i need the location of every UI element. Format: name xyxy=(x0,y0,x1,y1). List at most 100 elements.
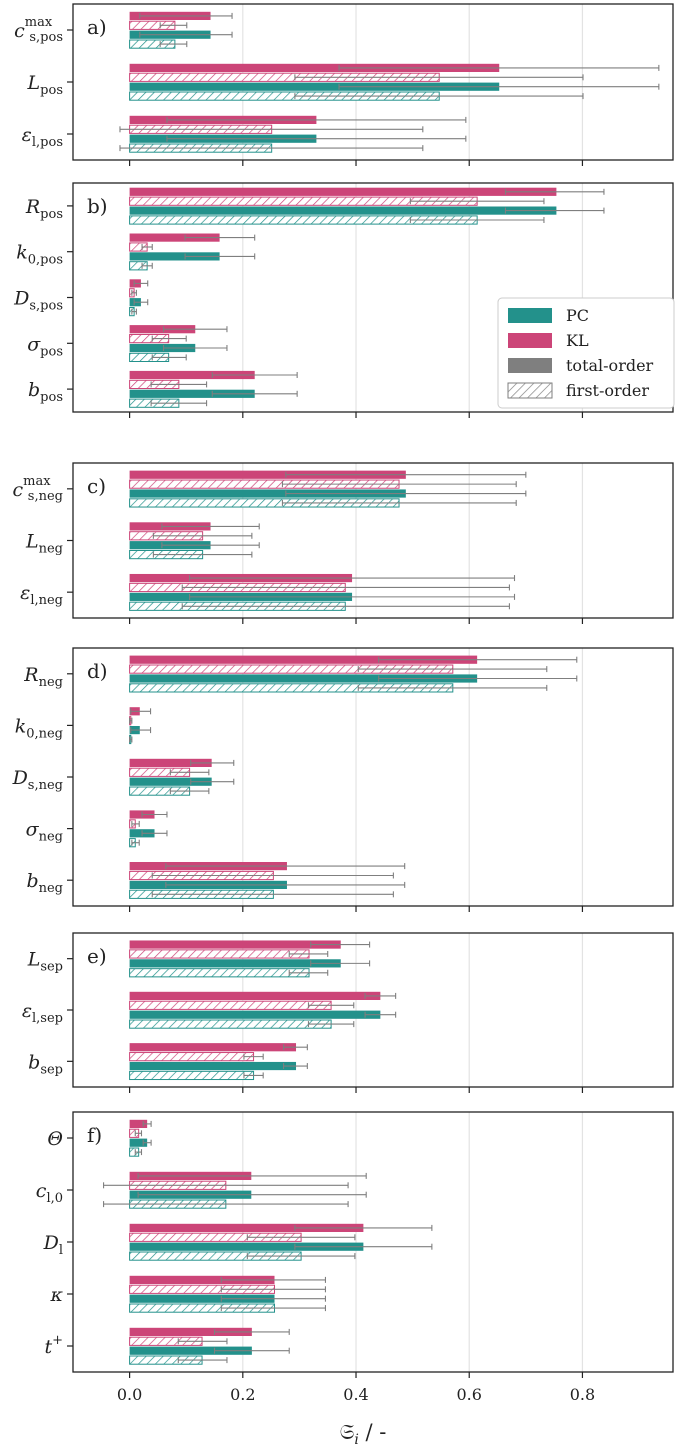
error-bar xyxy=(220,1286,327,1293)
pc-first-bar xyxy=(129,1070,255,1081)
error-bar xyxy=(103,1182,349,1189)
param-group: bsep xyxy=(28,1043,308,1081)
error-bar xyxy=(151,335,187,342)
x-tick-label: 0.0 xyxy=(117,1385,142,1404)
kl-total-bar xyxy=(129,1275,275,1284)
param-group: σneg xyxy=(26,810,168,848)
error-bar xyxy=(150,400,208,407)
param-label: cl,0 xyxy=(36,1180,63,1206)
error-bar xyxy=(131,820,140,827)
kl-total-bar xyxy=(129,1327,252,1336)
kl-total-bar xyxy=(129,655,478,664)
param-label: εl,neg xyxy=(20,582,63,608)
error-bar xyxy=(409,217,545,223)
param-group: Dl xyxy=(43,1223,433,1261)
error-bar xyxy=(163,345,228,351)
error-bar xyxy=(211,372,298,378)
pc-total-bar xyxy=(129,1346,252,1355)
error-bar xyxy=(338,64,660,71)
error-bar xyxy=(151,872,394,879)
pc-total-bar xyxy=(129,777,212,786)
legend-label-kl: KL xyxy=(566,331,589,350)
pc-first-bar xyxy=(129,1019,332,1029)
param-group: Ds,pos xyxy=(13,279,149,317)
error-bar xyxy=(129,736,133,743)
error-bar xyxy=(310,941,371,948)
error-bar xyxy=(211,390,298,397)
kl-total-bar xyxy=(129,187,557,196)
pc-total-bar xyxy=(129,489,406,498)
param-label: Lpos xyxy=(27,72,63,98)
kl-total-bar xyxy=(129,233,220,242)
x-tick-label: 0.6 xyxy=(456,1385,481,1404)
error-bar xyxy=(159,41,188,48)
kl-total-bar xyxy=(129,940,341,949)
error-bar xyxy=(288,969,329,976)
pc-total-bar xyxy=(129,1294,275,1303)
error-bar xyxy=(166,135,467,142)
param-label: σpos xyxy=(27,333,63,359)
legend-swatch-total xyxy=(508,358,552,373)
error-bar xyxy=(177,1357,228,1364)
error-bar xyxy=(133,280,149,287)
error-bar xyxy=(165,863,406,870)
pc-total-bar xyxy=(129,389,255,398)
error-bar xyxy=(161,523,260,530)
param-group: cmax s,neg xyxy=(13,470,527,508)
param-label: k0,pos xyxy=(16,242,63,268)
error-bar xyxy=(281,499,517,506)
error-bar xyxy=(364,1011,397,1018)
error-bar xyxy=(152,532,253,539)
param-group: Rpos xyxy=(25,187,605,225)
x-tick-label: 0.4 xyxy=(343,1385,368,1404)
error-bar xyxy=(184,253,256,260)
pc-total-bar xyxy=(129,1061,297,1071)
param-label: Rneg xyxy=(23,664,63,690)
error-bar xyxy=(189,575,516,582)
param-group: t+ xyxy=(44,1327,290,1365)
error-bar xyxy=(141,262,153,269)
kl-total-bar xyxy=(129,63,500,72)
param-group: bneg xyxy=(26,862,406,899)
error-bar xyxy=(357,666,548,673)
kl-first-bar xyxy=(129,949,310,959)
legend-swatch-first xyxy=(507,382,553,399)
error-bar xyxy=(307,1021,355,1028)
error-bar xyxy=(294,74,584,81)
param-label: cmax s,pos xyxy=(14,15,63,45)
param-label: κ xyxy=(50,1284,64,1306)
error-bar xyxy=(294,93,584,100)
panel-b: b) Rpos k0,pos Ds,pos σpos bpos xyxy=(13,182,674,418)
error-bar xyxy=(181,584,510,591)
error-bar xyxy=(131,308,137,315)
kl-total-bar xyxy=(129,991,381,1000)
error-bar xyxy=(129,717,133,724)
error-bar xyxy=(131,839,140,846)
error-bar xyxy=(169,788,210,795)
error-bar xyxy=(220,1305,327,1312)
param-label: bsep xyxy=(28,1051,63,1077)
error-bar xyxy=(213,1328,290,1335)
panel-f: f) Θcl,0 Dl κ t+ xyxy=(36,1111,674,1378)
error-bar xyxy=(137,1191,367,1198)
panel-frame xyxy=(72,647,674,907)
x-tick-label: 0.8 xyxy=(570,1385,595,1404)
pc-total-bar xyxy=(129,1242,364,1251)
pc-total-bar xyxy=(129,1138,148,1147)
x-axis: 0.0 0.2 0.4 0.6 0.8 𝔖i / - xyxy=(117,1385,595,1448)
panel-d: d) Rneg k0,neg Ds,neg σneg bneg xyxy=(12,647,674,912)
error-bar xyxy=(294,1224,433,1231)
error-bar xyxy=(151,354,187,361)
panel-tag: b) xyxy=(87,194,108,218)
panel-tag: f) xyxy=(87,1123,102,1147)
param-group: Lneg xyxy=(25,522,260,560)
kl-total-bar xyxy=(129,1223,364,1232)
error-bar xyxy=(139,31,233,38)
pc-total-bar xyxy=(129,343,196,353)
error-bar xyxy=(307,1002,355,1009)
error-bar xyxy=(130,727,152,734)
error-bar xyxy=(184,234,256,241)
error-bar xyxy=(150,381,208,388)
param-group: εl,pos xyxy=(22,115,467,153)
error-bar xyxy=(357,684,548,691)
